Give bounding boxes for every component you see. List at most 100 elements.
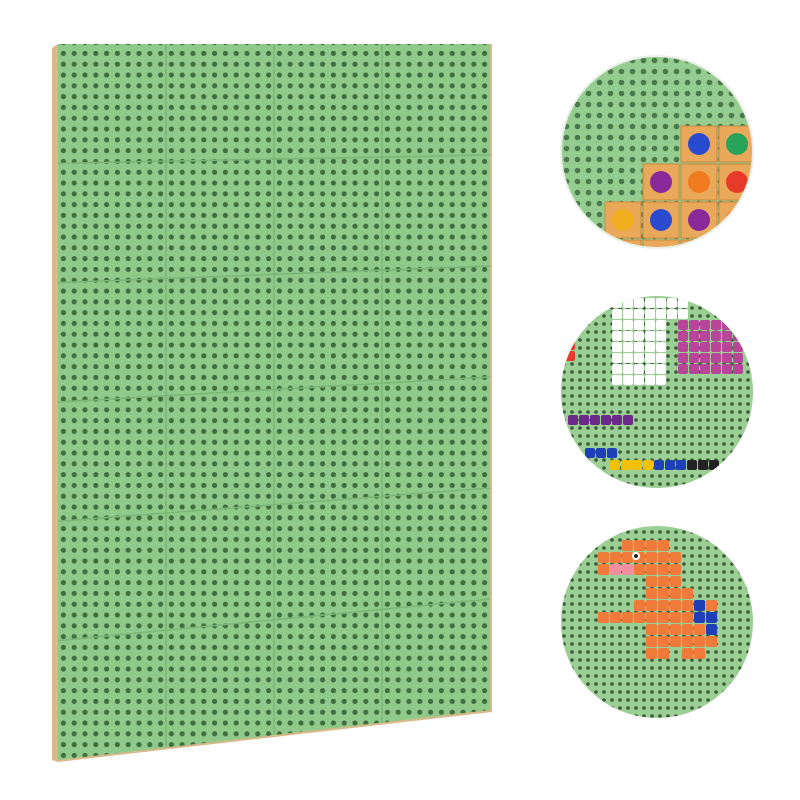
- wooden-block: [757, 88, 793, 124]
- pixel-bead: [711, 320, 721, 330]
- pixel-bead: [694, 624, 705, 635]
- pixel-bead: [678, 320, 688, 330]
- pixel-bead: [658, 600, 669, 611]
- pixel-bead: [646, 648, 657, 659]
- pixel-bead: [722, 353, 732, 363]
- pixel-bead: [682, 612, 693, 623]
- detail-circle-pixel-dinosaur: [561, 526, 753, 718]
- pixel-bead: [678, 364, 688, 374]
- pixel-bead: [634, 364, 644, 374]
- pixel-bead: [678, 298, 688, 308]
- pixel-bead: [646, 564, 657, 575]
- pixel-bead: [622, 540, 633, 551]
- gem: [650, 171, 672, 193]
- pixel-bead: [634, 309, 644, 319]
- dino-pupil: [634, 554, 638, 558]
- pixel-bead: [656, 320, 666, 330]
- pixel-bead: [565, 351, 575, 361]
- pixel-bead: [700, 364, 710, 374]
- gem: [764, 209, 786, 231]
- pixel-bead: [670, 600, 681, 611]
- pixel-bead: [689, 353, 699, 363]
- pixel-bead: [658, 624, 669, 635]
- tile-seams: [57, 44, 491, 748]
- pixel-bead: [689, 342, 699, 352]
- tile-seam-horizontal: [57, 487, 491, 523]
- pixel-bead: [722, 320, 732, 330]
- wooden-block: [757, 126, 793, 162]
- pixel-bead: [665, 460, 675, 470]
- pixel-bead: [700, 331, 710, 341]
- wooden-block: [757, 202, 793, 238]
- pixel-bead: [722, 364, 732, 374]
- pixel-bead: [670, 564, 681, 575]
- pixel-bead: [622, 612, 633, 623]
- pixel-bead: [645, 309, 655, 319]
- pixel-bead: [658, 552, 669, 563]
- pixel-bead: [646, 552, 657, 563]
- pixel-bead: [612, 375, 622, 385]
- pixel-bead: [565, 340, 575, 350]
- pixel-bead: [711, 331, 721, 341]
- gem: [726, 209, 748, 231]
- pixel-bead: [670, 588, 681, 599]
- wooden-block: [757, 164, 793, 200]
- pixel-bead: [645, 364, 655, 374]
- pixel-bead: [733, 342, 743, 352]
- pixel-bead: [579, 415, 589, 425]
- pixel-bead: [682, 624, 693, 635]
- pixel-bead: [656, 342, 666, 352]
- pixel-bead: [610, 552, 621, 563]
- pixel-bead: [733, 331, 743, 341]
- pixel-bead: [678, 342, 688, 352]
- pixel-bead: [634, 600, 645, 611]
- pixel-bead: [590, 415, 600, 425]
- pixel-bead: [634, 612, 645, 623]
- pixel-bead: [623, 331, 633, 341]
- pixel-bead: [670, 576, 681, 587]
- pixel-bead: [670, 552, 681, 563]
- pixel-bead: [689, 364, 699, 374]
- pixel-bead: [706, 624, 717, 635]
- detail-circle-pixel-bird: [561, 296, 753, 488]
- pixel-bead: [612, 415, 622, 425]
- gem: [688, 133, 710, 155]
- pixel-bead: [623, 375, 633, 385]
- gem: [764, 247, 786, 269]
- pixel-bead: [585, 448, 595, 458]
- pixel-bead: [634, 342, 644, 352]
- pixel-bead: [658, 612, 669, 623]
- pixel-bead: [596, 448, 606, 458]
- tile-seam-horizontal: [57, 598, 491, 642]
- gem: [764, 95, 786, 117]
- pixel-bead: [643, 460, 653, 470]
- pixel-bead: [634, 375, 644, 385]
- pixel-bead: [698, 460, 708, 470]
- pixel-bead: [682, 648, 693, 659]
- gem: [650, 209, 672, 231]
- pixel-bead: [607, 448, 617, 458]
- pixel-bead: [682, 588, 693, 599]
- pixel-bead: [646, 624, 657, 635]
- pixel-bead: [634, 320, 644, 330]
- pixel-bead: [676, 460, 686, 470]
- wooden-block: [757, 240, 793, 276]
- tile-seam-horizontal: [57, 265, 491, 284]
- pixel-bead: [654, 460, 664, 470]
- gem: [688, 171, 710, 193]
- gem: [688, 247, 710, 248]
- tile-seam-horizontal: [57, 376, 491, 403]
- pixel-bead: [634, 331, 644, 341]
- gem: [726, 171, 748, 193]
- pixel-bead: [656, 298, 666, 308]
- pixel-bead: [612, 364, 622, 374]
- pixel-bead: [623, 320, 633, 330]
- pixel-bead: [694, 612, 705, 623]
- pixel-bead: [634, 564, 645, 575]
- gem: [764, 171, 786, 193]
- pixel-bead: [612, 298, 622, 308]
- pixel-bead: [610, 612, 621, 623]
- pixel-bead: [634, 298, 644, 308]
- pixel-bead: [645, 320, 655, 330]
